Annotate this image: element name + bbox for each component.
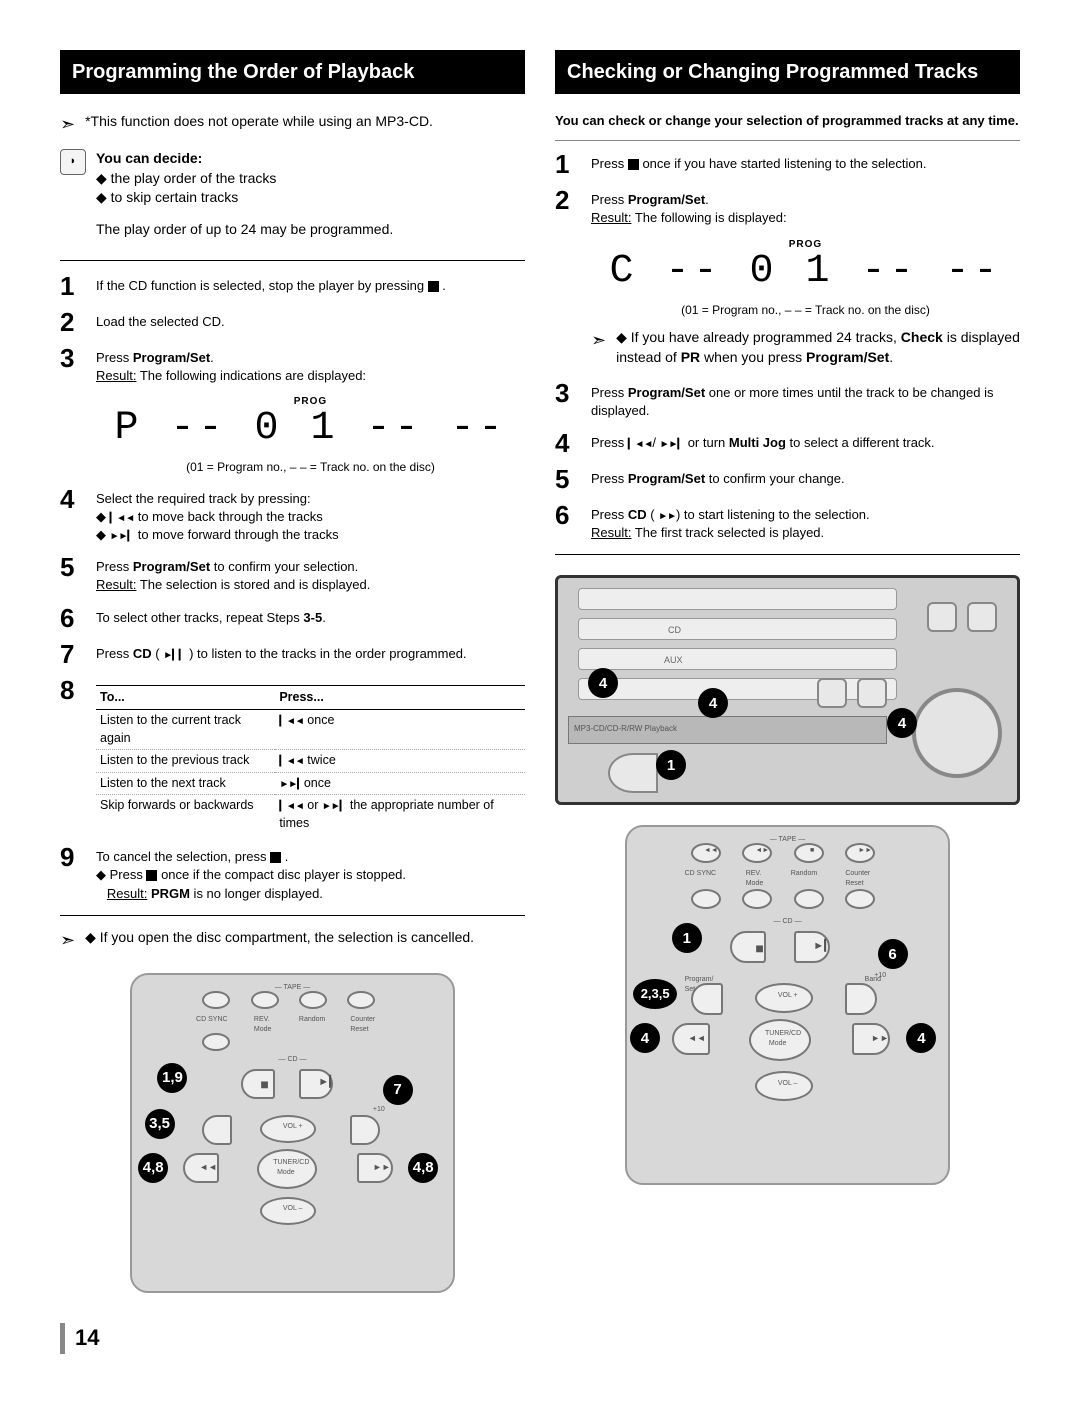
right-title: Checking or Changing Programmed Tracks <box>555 50 1020 94</box>
stop-icon <box>628 159 639 170</box>
skip-fwd-icon <box>110 527 135 542</box>
step-number: 5 <box>60 554 82 580</box>
callout-badge: 1 <box>672 923 702 953</box>
right-intro: You can check or change your selection o… <box>555 112 1020 130</box>
action-table: To... Press... Listen to the current tra… <box>96 685 525 835</box>
right-column: Checking or Changing Programmed Tracks Y… <box>555 50 1020 1354</box>
remote-illustration: — TAPE — CD SYNC REV.Mode Random Counter… <box>130 973 456 1293</box>
stop-icon <box>270 852 281 863</box>
left-title: Programming the Order of Playback <box>60 50 525 94</box>
callout-badge: 4 <box>698 688 728 718</box>
arrow-icon <box>60 112 75 137</box>
skip-back-icon <box>628 435 653 450</box>
step-number: 6 <box>60 605 82 631</box>
step-number: 1 <box>60 273 82 299</box>
skip-fwd-icon <box>322 798 347 812</box>
callout-badge: 4,8 <box>138 1153 168 1183</box>
skip-fwd-icon <box>660 435 685 450</box>
step-number: 6 <box>555 502 577 528</box>
callout-badge: 2,3,5 <box>633 979 677 1009</box>
stop-icon <box>428 281 439 292</box>
step-number: 1 <box>555 151 577 177</box>
step-number: 3 <box>555 380 577 406</box>
callout-badge: 7 <box>383 1075 413 1105</box>
callout-badge: 4 <box>906 1023 936 1053</box>
arrow-icon <box>591 328 606 353</box>
tab-icon: ◗ <box>60 149 86 175</box>
step-number: 4 <box>555 430 577 456</box>
stop-icon <box>146 870 157 881</box>
step-number: 5 <box>555 466 577 492</box>
step-number: 3 <box>60 345 82 371</box>
decide-item-2: to skip certain tracks <box>96 188 276 208</box>
page-number: 14 <box>60 1323 525 1354</box>
callout-badge: 1,9 <box>157 1063 187 1093</box>
prog-display: C -- 0 1 -- -- <box>591 252 1020 292</box>
decide-header: You can decide: <box>96 149 276 169</box>
step-number: 2 <box>555 187 577 213</box>
callout-badge: 4 <box>630 1023 660 1053</box>
step-number: 7 <box>60 641 82 667</box>
skip-back-icon <box>279 753 304 767</box>
step-number: 9 <box>60 844 82 870</box>
callout-badge: 3,5 <box>145 1109 175 1139</box>
callout-badge: 6 <box>878 939 908 969</box>
callout-badge: 4,8 <box>408 1153 438 1183</box>
step-number: 2 <box>60 309 82 335</box>
remote-illustration: — TAPE — ◄◄ ◄► ■ ►► CD SYNC REV.Mode Ran… <box>625 825 951 1185</box>
callout-badge: 1 <box>656 750 686 780</box>
mp3-note: *This function does not operate while us… <box>85 112 433 132</box>
skip-fwd-icon <box>279 776 304 790</box>
skip-back-icon <box>279 798 304 812</box>
play-pause-icon <box>163 646 185 661</box>
skip-back-icon <box>110 509 135 524</box>
decide-item-1: the play order of the tracks <box>96 169 276 189</box>
step-number: 8 <box>60 677 82 703</box>
arrow-icon <box>60 928 75 953</box>
left-column: Programming the Order of Playback *This … <box>60 50 525 1354</box>
prog-display: P -- 0 1 -- -- <box>96 409 525 449</box>
device-illustration: CD AUX MP3-CD/CD-R/RW Playback 4 4 1 4 <box>555 575 1020 805</box>
decide-footer: The play order of up to 24 may be progra… <box>96 220 525 240</box>
skip-back-icon <box>279 713 304 727</box>
step-number: 4 <box>60 486 82 512</box>
play-icon <box>658 507 676 522</box>
